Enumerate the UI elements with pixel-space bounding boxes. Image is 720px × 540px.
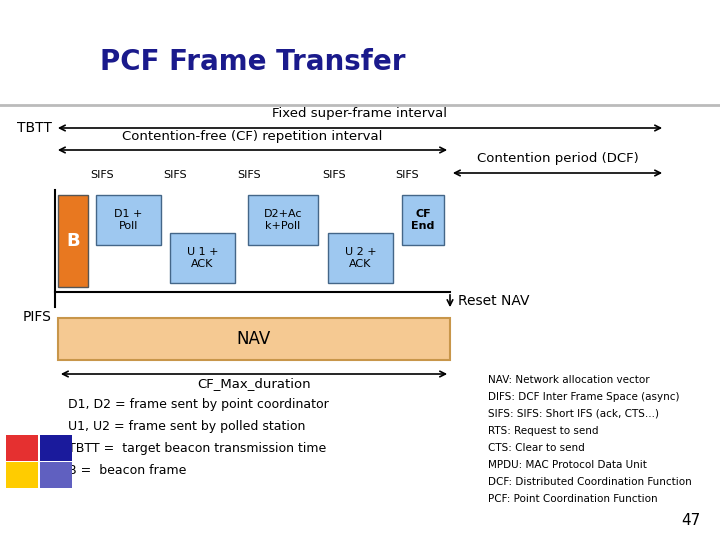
Text: 47: 47 <box>680 513 700 528</box>
Text: Reset NAV: Reset NAV <box>458 294 529 308</box>
Text: SIFS: SIFS <box>237 170 261 180</box>
Bar <box>58 318 450 360</box>
Bar <box>402 195 444 245</box>
Bar <box>6 435 38 461</box>
Bar <box>40 435 72 461</box>
Text: TBTT: TBTT <box>17 121 52 135</box>
Text: DCF: Distributed Coordination Function: DCF: Distributed Coordination Function <box>488 477 692 487</box>
Bar <box>58 195 88 287</box>
Text: B =  beacon frame: B = beacon frame <box>68 464 186 477</box>
Text: NAV: NAV <box>237 330 271 348</box>
Text: CF_Max_duration: CF_Max_duration <box>197 377 311 390</box>
Text: RTS: Request to send: RTS: Request to send <box>488 426 598 436</box>
Text: SIFS: SIFS <box>90 170 114 180</box>
Text: U1, U2 = frame sent by polled station: U1, U2 = frame sent by polled station <box>68 420 305 433</box>
Text: U 2 +
ACK: U 2 + ACK <box>345 247 377 269</box>
Bar <box>248 195 318 245</box>
Text: SIFS: SIFS: Short IFS (ack, CTS...): SIFS: SIFS: Short IFS (ack, CTS...) <box>488 409 659 419</box>
Bar <box>40 462 72 488</box>
Text: CTS: Clear to send: CTS: Clear to send <box>488 443 585 453</box>
Text: CF
End: CF End <box>411 209 435 231</box>
Text: Contention-free (CF) repetition interval: Contention-free (CF) repetition interval <box>122 130 383 143</box>
Text: Contention period (DCF): Contention period (DCF) <box>477 152 639 165</box>
Text: NAV: Network allocation vector: NAV: Network allocation vector <box>488 375 649 385</box>
Text: Fixed super-frame interval: Fixed super-frame interval <box>272 107 448 120</box>
Text: D1 +
Poll: D1 + Poll <box>114 209 143 231</box>
Text: DIFS: DCF Inter Frame Space (async): DIFS: DCF Inter Frame Space (async) <box>488 392 680 402</box>
Text: PCF Frame Transfer: PCF Frame Transfer <box>100 48 405 76</box>
Text: SIFS: SIFS <box>163 170 186 180</box>
Bar <box>6 462 38 488</box>
Text: SIFS: SIFS <box>395 170 418 180</box>
Text: PCF: Point Coordination Function: PCF: Point Coordination Function <box>488 494 657 504</box>
Bar <box>328 233 393 283</box>
Text: TBTT =  target beacon transmission time: TBTT = target beacon transmission time <box>68 442 326 455</box>
Text: U 1 +
ACK: U 1 + ACK <box>186 247 218 269</box>
Bar <box>170 233 235 283</box>
Bar <box>96 195 161 245</box>
Text: PIFS: PIFS <box>23 310 52 324</box>
Text: MPDU: MAC Protocol Data Unit: MPDU: MAC Protocol Data Unit <box>488 460 647 470</box>
Text: SIFS: SIFS <box>322 170 346 180</box>
Text: D2+Ac
k+Poll: D2+Ac k+Poll <box>264 209 302 231</box>
Text: D1, D2 = frame sent by point coordinator: D1, D2 = frame sent by point coordinator <box>68 398 329 411</box>
Text: B: B <box>66 232 80 250</box>
